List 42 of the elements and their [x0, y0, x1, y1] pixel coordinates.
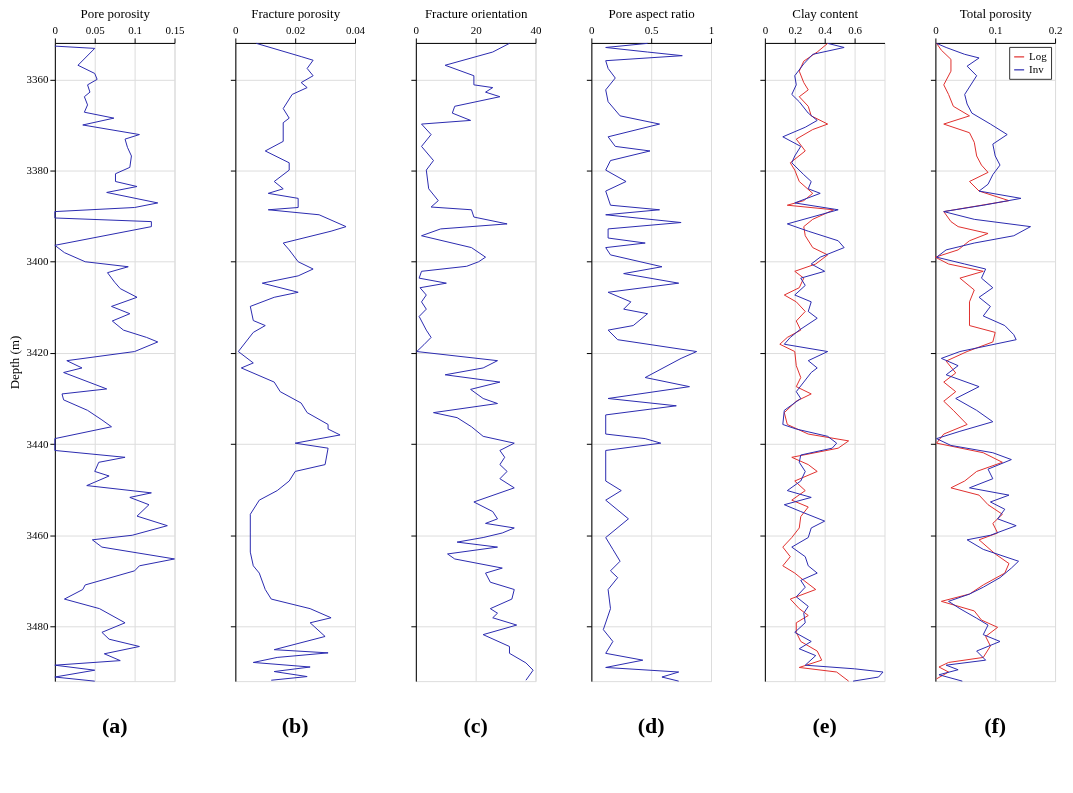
x-tick-label: 0.15: [165, 24, 186, 37]
text: (c): [463, 712, 488, 738]
x-tick-label: 0.02: [286, 24, 306, 37]
y-axis-title: Depth (m): [7, 335, 23, 390]
x-tick-label: 0.2: [788, 24, 803, 37]
x-tick-label: 1: [708, 24, 715, 37]
text: (d): [637, 712, 665, 738]
x-tick-label: 0: [413, 24, 420, 37]
y-tick-label: 3480: [26, 619, 49, 632]
x-tick-label: 0.1: [128, 24, 142, 37]
x-tick-label: 0.6: [848, 24, 863, 37]
x-axis-title: Pore aspect ratio: [608, 6, 695, 22]
text: (f): [984, 712, 1007, 738]
x-axis-title: Pore porosity: [80, 6, 151, 22]
y-tick-label: 3440: [26, 437, 49, 450]
y-tick-label: 3400: [26, 255, 49, 268]
x-axis-title: Clay content: [792, 6, 859, 22]
text: (e): [812, 712, 837, 738]
y-tick-label: 3360: [26, 72, 49, 85]
x-axis-title: Fracture orientation: [424, 6, 528, 22]
text: (a): [101, 712, 128, 738]
y-tick-label: 3460: [26, 528, 49, 541]
x-tick-label: 0: [762, 24, 769, 37]
text: (b): [281, 712, 309, 738]
x-tick-label: 0.04: [345, 24, 366, 37]
legend-label: Log: [1029, 49, 1048, 62]
y-tick-label: 3380: [26, 164, 49, 177]
y-tick-label: 3420: [26, 346, 49, 359]
legend-label: Inv: [1029, 62, 1045, 75]
x-tick-label: 0.2: [1048, 24, 1063, 37]
x-tick-label: 0.4: [818, 24, 833, 37]
x-tick-label: 0.1: [988, 24, 1003, 37]
x-axis-title: Fracture porosity: [251, 6, 341, 22]
x-axis-title: Total porosity: [959, 6, 1033, 22]
x-tick-label: 0: [233, 24, 240, 37]
x-tick-label: 0.05: [85, 24, 106, 37]
x-tick-label: 20: [470, 24, 483, 37]
x-tick-label: 0: [52, 24, 59, 37]
x-tick-label: 0: [589, 24, 596, 37]
x-tick-label: 40: [530, 24, 542, 37]
x-tick-label: 0.5: [644, 24, 660, 37]
x-tick-label: 0: [933, 24, 940, 37]
